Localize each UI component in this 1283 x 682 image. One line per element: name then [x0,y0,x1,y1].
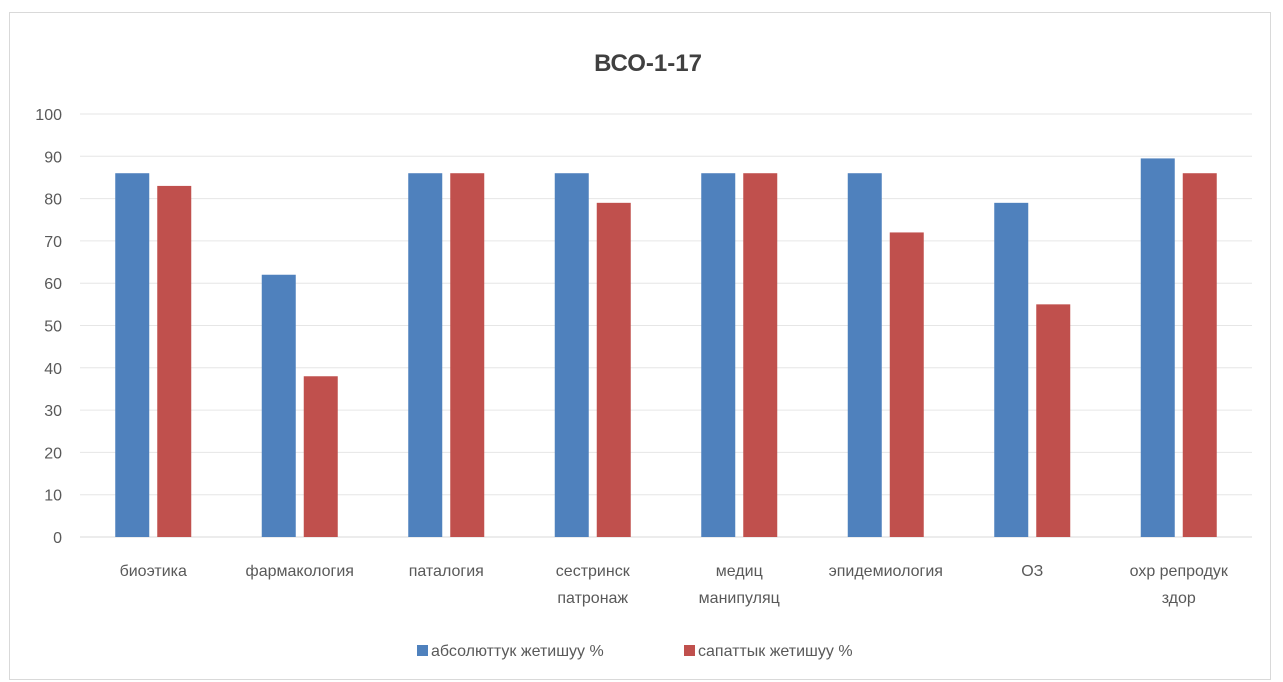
bar-quality [889,232,924,537]
category-label: биоэтика [120,563,187,580]
y-tick-label: 90 [44,149,62,166]
y-tick-label: 70 [44,234,62,251]
category-label: медиц [716,563,763,580]
category-label: охр репродук [1130,563,1229,580]
y-tick-label: 80 [44,192,62,209]
bar-absolute [1140,158,1175,538]
y-tick-label: 100 [35,107,62,124]
bar-quality [157,185,192,537]
bar-absolute [261,274,296,537]
category-label: эпидемиология [829,563,943,580]
bar-quality [303,376,338,537]
legend-label: сапаттык жетишуу % [698,643,853,660]
y-tick-label: 20 [44,445,62,462]
gridlines [80,113,1252,538]
legend-swatch [684,645,695,656]
bars [115,158,1217,538]
y-axis-ticks: 0 10 20 30 40 50 60 70 80 90 100 [35,107,62,547]
y-tick-label: 60 [44,276,62,293]
category-label: ОЗ [1021,563,1043,580]
category-label: манипуляц [699,590,780,607]
bar-absolute [408,173,443,537]
y-tick-label: 40 [44,361,62,378]
chart-title: ВСО-1-17 [594,50,702,77]
bar-quality [743,173,778,537]
bar-quality [1036,304,1071,537]
category-label: сестринск [556,563,631,580]
bar-absolute [701,173,736,537]
bar-absolute [115,173,150,537]
y-tick-label: 50 [44,319,62,336]
bar-absolute [847,173,882,537]
category-label: здор [1162,590,1196,607]
bar-absolute [994,202,1029,537]
bar-absolute [554,173,589,537]
y-tick-label: 0 [53,530,62,547]
legend: абсолюттук жетишуу % сапаттык жетишуу % [417,643,853,660]
y-tick-label: 30 [44,403,62,420]
bar-quality [1182,173,1217,537]
bar-quality [450,173,485,537]
category-label: фармакология [246,563,354,580]
category-label: паталогия [409,563,484,580]
legend-label: абсолюттук жетишуу % [431,643,604,660]
legend-swatch [417,645,428,656]
x-axis-categories: биоэтика фармакология паталогия сестринск па… [120,563,1229,607]
y-tick-label: 10 [44,488,62,505]
category-label: патронаж [557,590,628,607]
bar-quality [596,202,631,537]
